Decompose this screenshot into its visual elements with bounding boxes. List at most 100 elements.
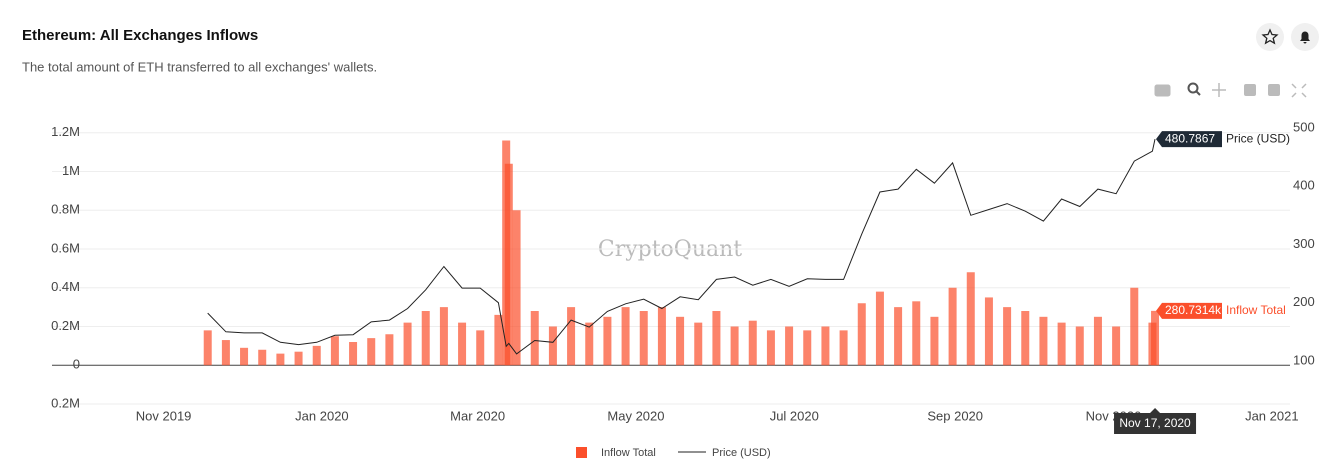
bar — [1093, 316, 1102, 366]
camera-tool[interactable] — [1154, 84, 1171, 97]
favorite-button[interactable] — [1256, 23, 1284, 51]
bar — [676, 316, 685, 366]
bar — [1039, 316, 1048, 366]
bar — [240, 347, 249, 366]
bar — [1003, 307, 1012, 366]
bar — [894, 307, 903, 366]
bar — [748, 320, 757, 366]
hover-x-label: Nov 17, 2020 — [1119, 416, 1191, 430]
x-tick-label: Jul 2020 — [770, 408, 819, 423]
bar — [504, 163, 513, 366]
y-tick-label: 0.2M — [51, 395, 80, 410]
bar — [694, 322, 703, 366]
bar — [548, 326, 557, 366]
bar — [1021, 311, 1030, 366]
bar — [639, 311, 648, 366]
bar — [1112, 326, 1121, 366]
bar — [458, 322, 467, 366]
bar — [712, 311, 721, 366]
y2-tick-label: 400 — [1293, 178, 1315, 193]
y-tick-label: 1M — [62, 163, 80, 178]
x-tick-label: Nov 2019 — [136, 408, 192, 423]
x-tick-label: Jan 2020 — [295, 408, 349, 423]
x-tick-label: Sep 2020 — [927, 408, 983, 423]
tag-value: 280.7314k — [1165, 303, 1222, 317]
bar-series — [203, 140, 1160, 366]
bar — [530, 311, 539, 366]
bar — [330, 336, 339, 366]
hover-tag: 480.7867 Price (USD) — [1156, 131, 1290, 148]
zoom-tool[interactable] — [1187, 82, 1199, 94]
bar — [839, 330, 848, 366]
bar — [930, 316, 939, 366]
bar — [948, 287, 957, 366]
bar — [567, 307, 576, 366]
bar — [312, 345, 321, 366]
zoom-in-tool[interactable] — [1244, 84, 1256, 96]
tag-value: 480.7867 — [1165, 131, 1215, 145]
tag-box — [1156, 302, 1222, 319]
bar — [494, 314, 503, 366]
bar — [476, 330, 485, 366]
bar — [803, 330, 812, 366]
bar — [766, 330, 775, 366]
bar — [385, 334, 394, 366]
bar — [1130, 287, 1139, 366]
bar — [621, 307, 630, 366]
y-tick-label: 0.4M — [51, 279, 80, 294]
price-line — [207, 138, 1156, 355]
y-tick-label: 0.2M — [51, 318, 80, 333]
bar — [439, 307, 448, 366]
legend-label: Inflow Total — [601, 447, 656, 459]
y-tick-label: 0.6M — [51, 240, 80, 255]
x-tick-label: May 2020 — [607, 408, 664, 423]
bar — [730, 326, 739, 366]
bar — [785, 326, 794, 366]
bar — [1075, 326, 1084, 366]
zoom-out-tool[interactable] — [1268, 84, 1280, 96]
y2-tick-label: 500 — [1293, 119, 1315, 134]
bar — [585, 322, 594, 366]
y2-tick-label: 200 — [1293, 294, 1315, 309]
y-tick-label: 1.2M — [51, 124, 80, 139]
hover-x-box — [1114, 408, 1197, 434]
bar — [512, 210, 521, 366]
bar — [1151, 310, 1160, 366]
legend-swatch — [576, 447, 587, 458]
bar — [221, 340, 230, 366]
bar — [657, 307, 666, 366]
pan-tool[interactable] — [1212, 83, 1226, 97]
bar — [857, 303, 866, 366]
bar — [821, 326, 830, 366]
toolbar — [1154, 82, 1307, 98]
header-buttons — [1256, 23, 1319, 51]
tag-box — [1156, 131, 1222, 148]
x-tick-label: Mar 2020 — [450, 408, 505, 423]
bar — [349, 342, 358, 366]
y2-tick-label: 100 — [1293, 352, 1315, 367]
bar — [421, 311, 430, 366]
bar — [603, 316, 612, 366]
bar — [294, 351, 303, 366]
tag-name: Price (USD) — [1226, 131, 1290, 145]
bar — [984, 297, 993, 366]
bar — [1057, 322, 1066, 366]
bar — [403, 322, 412, 366]
reset-tool[interactable] — [1291, 83, 1307, 98]
x-tick-label: Jan 2021 — [1245, 408, 1299, 423]
legend-label: Price (USD) — [712, 447, 771, 459]
bar — [367, 338, 376, 366]
bar — [258, 349, 267, 366]
bell-icon — [1300, 31, 1310, 44]
bar — [203, 330, 212, 366]
bar — [966, 272, 975, 366]
zoom-handle — [1195, 90, 1201, 96]
y-tick-label: 0 — [73, 357, 80, 372]
hover-tag: 280.7314k Inflow Total — [1156, 302, 1286, 319]
chart-subtitle: The total amount of ETH transferred to a… — [22, 59, 377, 74]
grid — [52, 132, 1290, 405]
bar — [276, 353, 285, 366]
bar — [912, 301, 921, 366]
bar — [875, 291, 884, 366]
